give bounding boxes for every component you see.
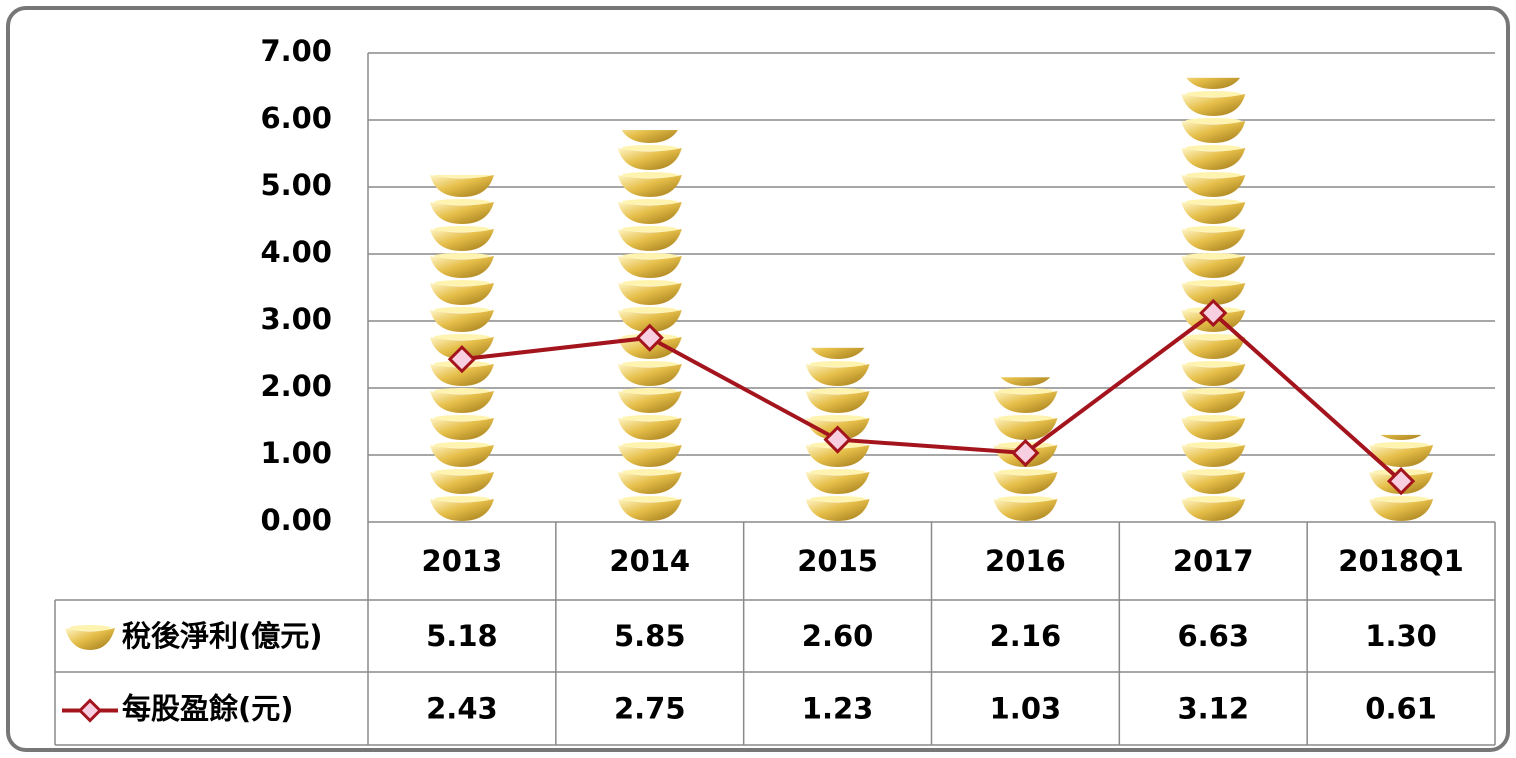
- x-tick-label: 2013: [422, 544, 503, 578]
- x-tick-label: 2018Q1: [1338, 544, 1464, 578]
- marker: [635, 323, 664, 352]
- y-tick-label: 1.00: [260, 436, 332, 470]
- y-tick-label: 2.00: [260, 369, 332, 403]
- value-label: 5.85: [614, 619, 686, 653]
- y-tick-label: 7.00: [260, 34, 332, 68]
- value-label: 3.12: [1177, 692, 1249, 726]
- legend-icon: [77, 698, 103, 723]
- value-label: 2.75: [614, 692, 686, 726]
- legend-label: 每股盈餘(元): [122, 692, 294, 726]
- marker: [1386, 467, 1416, 496]
- y-tick-label: 5.00: [260, 168, 332, 202]
- y-tick-label: 4.00: [260, 235, 332, 269]
- value-label: 6.63: [1177, 619, 1249, 653]
- x-tick-label: 2014: [609, 544, 690, 578]
- ingot-top: [69, 625, 111, 631]
- legend-label: 稅後淨利(億元): [122, 619, 323, 653]
- marker: [1199, 298, 1228, 328]
- value-label: 0.61: [1365, 692, 1437, 726]
- y-tick-label: 0.00: [260, 503, 332, 537]
- value-label: 2.16: [990, 619, 1062, 653]
- marker: [1011, 438, 1040, 468]
- x-tick-label: 2016: [985, 544, 1066, 578]
- value-label: 1.23: [802, 692, 874, 726]
- value-label: 1.30: [1365, 619, 1437, 653]
- x-tick-label: 2017: [1173, 544, 1254, 578]
- line: [461, 310, 1403, 483]
- frame: [6, 6, 1510, 752]
- marker: [447, 345, 477, 374]
- legend-icon: [65, 625, 115, 650]
- marker: [823, 425, 852, 454]
- value-label: 2.43: [426, 692, 498, 726]
- y-tick-label: 6.00: [260, 101, 332, 135]
- value-label: 1.03: [990, 692, 1062, 726]
- value-label: 5.18: [426, 619, 498, 653]
- value-label: 2.60: [802, 619, 874, 653]
- x-tick-label: 2015: [797, 544, 878, 578]
- ingot: [65, 628, 115, 650]
- y-tick-label: 3.00: [260, 302, 332, 336]
